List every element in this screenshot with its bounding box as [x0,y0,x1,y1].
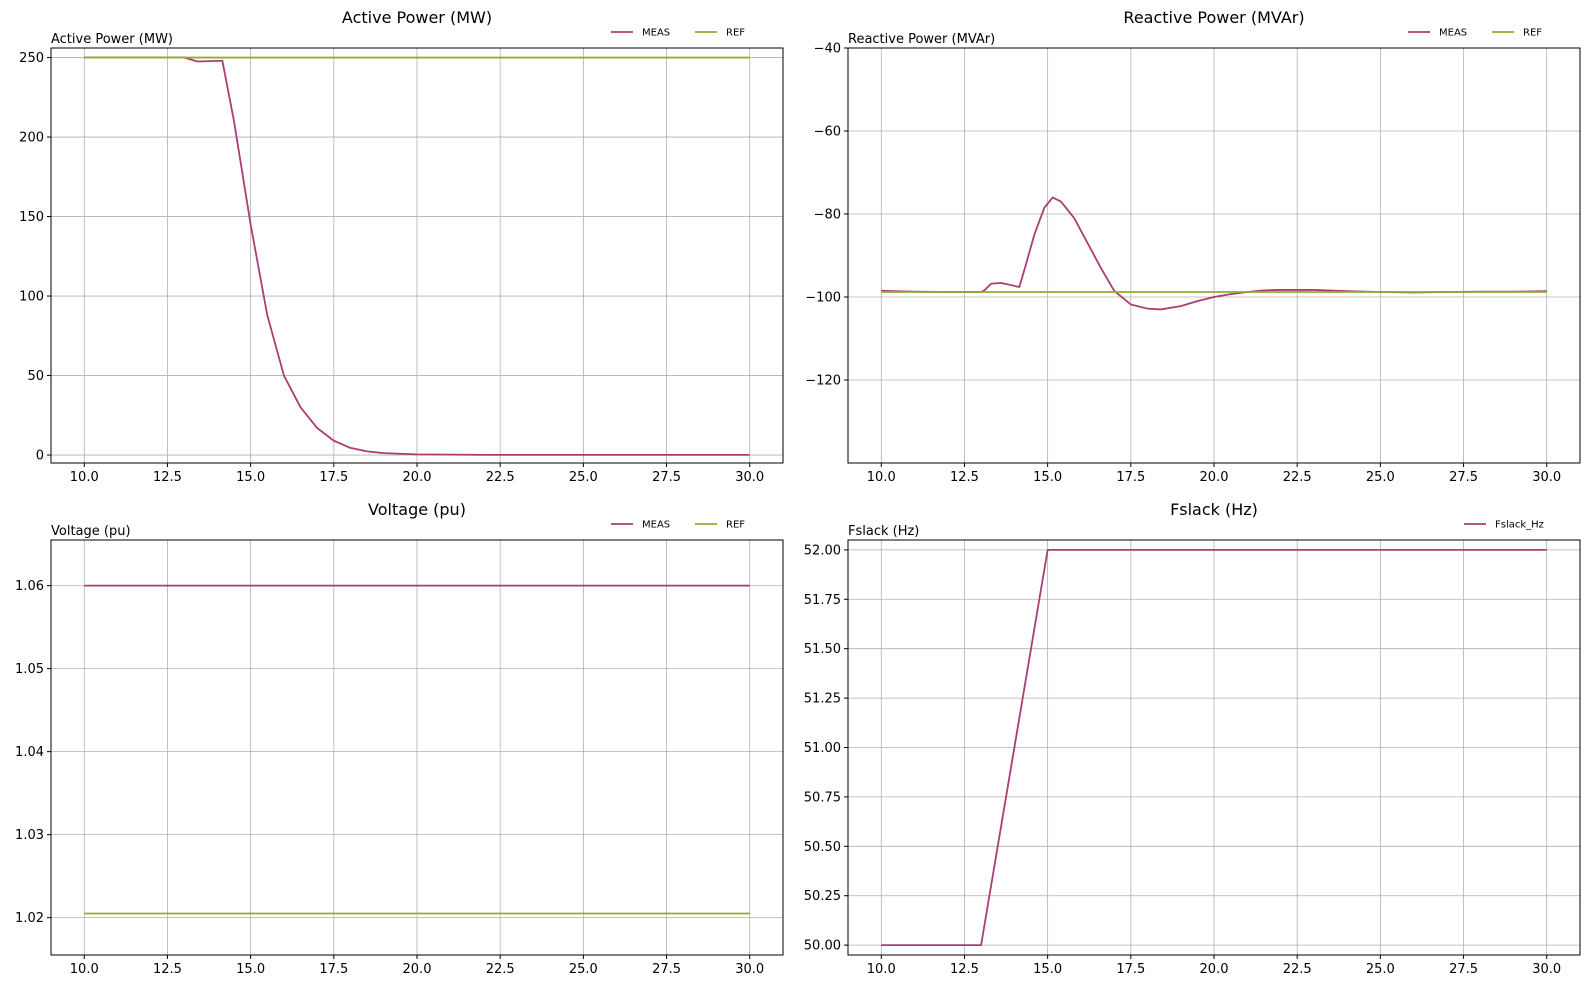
fslack-xtick-label: 22.5 [1283,962,1312,977]
fslack-xtick-label: 10.0 [867,962,896,977]
reactive-power-xtick-label: 25.0 [1366,470,1395,485]
reactive-power-legend-label: MEAS [1439,28,1467,39]
fslack-series-fslack-hz-line [881,548,1547,947]
active-power-ytick-label: 250 [19,51,44,66]
fslack-ytick-label: 52.00 [804,543,841,558]
active-power-plot-frame [50,47,784,464]
active-power-xtick-label: 10.0 [70,470,99,485]
voltage-xtick-label: 30.0 [735,962,764,977]
active-power-ylabel: Active Power (MW) [51,32,173,47]
active-power-ytick-label: 50 [27,369,44,384]
fslack-xtick-label: 12.5 [950,962,979,977]
voltage-xtick-label: 17.5 [319,962,348,977]
fslack-xtick-label: 30.0 [1532,962,1561,977]
voltage-ytick-label: 1.03 [15,828,44,843]
reactive-power-plot-frame [847,47,1581,464]
active-power-ytick-label: 100 [19,290,44,305]
voltage-ytick-label: 1.02 [15,911,44,926]
fslack-ytick-label: 50.00 [804,939,841,954]
active-power-xtick-label: 27.5 [652,470,681,485]
voltage-ytick-label: 1.06 [15,579,44,594]
active-power-xtick-label: 30.0 [735,470,764,485]
voltage-xtick-label: 10.0 [70,962,99,977]
active-power-chart-title: Active Power (MW) [342,8,492,27]
reactive-power-ytick-label: −40 [814,42,841,57]
fslack-xtick-label: 25.0 [1366,962,1395,977]
fslack-legend-label: Fslack_Hz [1495,520,1544,531]
reactive-power-chart: 10.0 12.5 15.0 17.5 20.0 22.5 25.0 27.5 30.0 −120… [805,8,1581,485]
voltage-plot-frame [50,539,784,956]
active-power-xtick-label: 12.5 [153,470,182,485]
voltage-legend-label: MEAS [642,520,670,531]
fslack-plot-frame [847,539,1581,956]
active-power-xtick-label: 25.0 [569,470,598,485]
voltage-chart-title: Voltage (pu) [368,500,466,519]
voltage-xtick-label: 27.5 [652,962,681,977]
reactive-power-xtick-label: 30.0 [1532,470,1561,485]
reactive-power-xtick-label: 27.5 [1449,470,1478,485]
reactive-power-ytick-label: −100 [805,291,841,306]
active-power-xtick-label: 20.0 [403,470,432,485]
active-power-xtick-label: 17.5 [319,470,348,485]
voltage-xtick-label: 20.0 [403,962,432,977]
reactive-power-xtick-label: 12.5 [950,470,979,485]
fslack-chart: 10.0 12.5 15.0 17.5 20.0 22.5 25.0 27.5 30.0 50.0… [804,500,1581,977]
fslack-ytick-label: 50.75 [804,790,841,805]
active-power-chart: 10.0 12.5 15.0 17.5 20.0 22.5 25.0 27.5 30.0 0 50 1… [19,8,784,485]
reactive-power-xtick-label: 22.5 [1283,470,1312,485]
fslack-xtick-label: 17.5 [1116,962,1145,977]
voltage-chart: 10.0 12.5 15.0 17.5 20.0 22.5 25.0 27.5 30.0 1.02… [15,500,784,977]
voltage-ytick-label: 1.05 [15,662,44,677]
fslack-ytick-label: 51.25 [804,692,841,707]
fslack-chart-title: Fslack (Hz) [1170,500,1258,519]
fslack-ytick-label: 51.75 [804,593,841,608]
voltage-xtick-label: 12.5 [153,962,182,977]
reactive-power-xtick-label: 10.0 [867,470,896,485]
fslack-xtick-label: 20.0 [1200,962,1229,977]
fslack-ytick-label: 50.25 [804,889,841,904]
voltage-xtick-label: 15.0 [236,962,265,977]
reactive-power-ytick-label: −60 [814,125,841,140]
voltage-xtick-label: 22.5 [486,962,515,977]
active-power-ytick-label: 150 [19,210,44,225]
active-power-ytick-label: 200 [19,131,44,146]
reactive-power-ylabel: Reactive Power (MVAr) [848,32,995,47]
voltage-xtick-label: 25.0 [569,962,598,977]
fslack-xtick-label: 27.5 [1449,962,1478,977]
active-power-xtick-label: 22.5 [486,470,515,485]
reactive-power-ytick-label: −80 [814,208,841,223]
active-power-ytick-label: 0 [36,449,44,464]
active-power-legend-label: MEAS [642,28,670,39]
fslack-ytick-label: 50.50 [804,840,841,855]
fslack-ylabel: Fslack (Hz) [848,524,919,539]
reactive-power-chart-title: Reactive Power (MVAr) [1123,8,1304,27]
reactive-power-xtick-label: 20.0 [1200,470,1229,485]
fslack-ytick-label: 51.00 [804,741,841,756]
reactive-power-legend-label: REF [1523,28,1542,39]
voltage-ylabel: Voltage (pu) [51,524,131,539]
active-power-xtick-label: 15.0 [236,470,265,485]
fslack-xtick-label: 15.0 [1033,962,1062,977]
active-power-legend-label: REF [726,28,745,39]
voltage-legend-label: REF [726,520,745,531]
reactive-power-ytick-label: −120 [805,374,841,389]
fslack-ytick-label: 51.50 [804,642,841,657]
reactive-power-xtick-label: 17.5 [1116,470,1145,485]
reactive-power-xtick-label: 15.0 [1033,470,1062,485]
active-power-series-meas-line [84,56,750,456]
voltage-ytick-label: 1.04 [15,745,44,760]
